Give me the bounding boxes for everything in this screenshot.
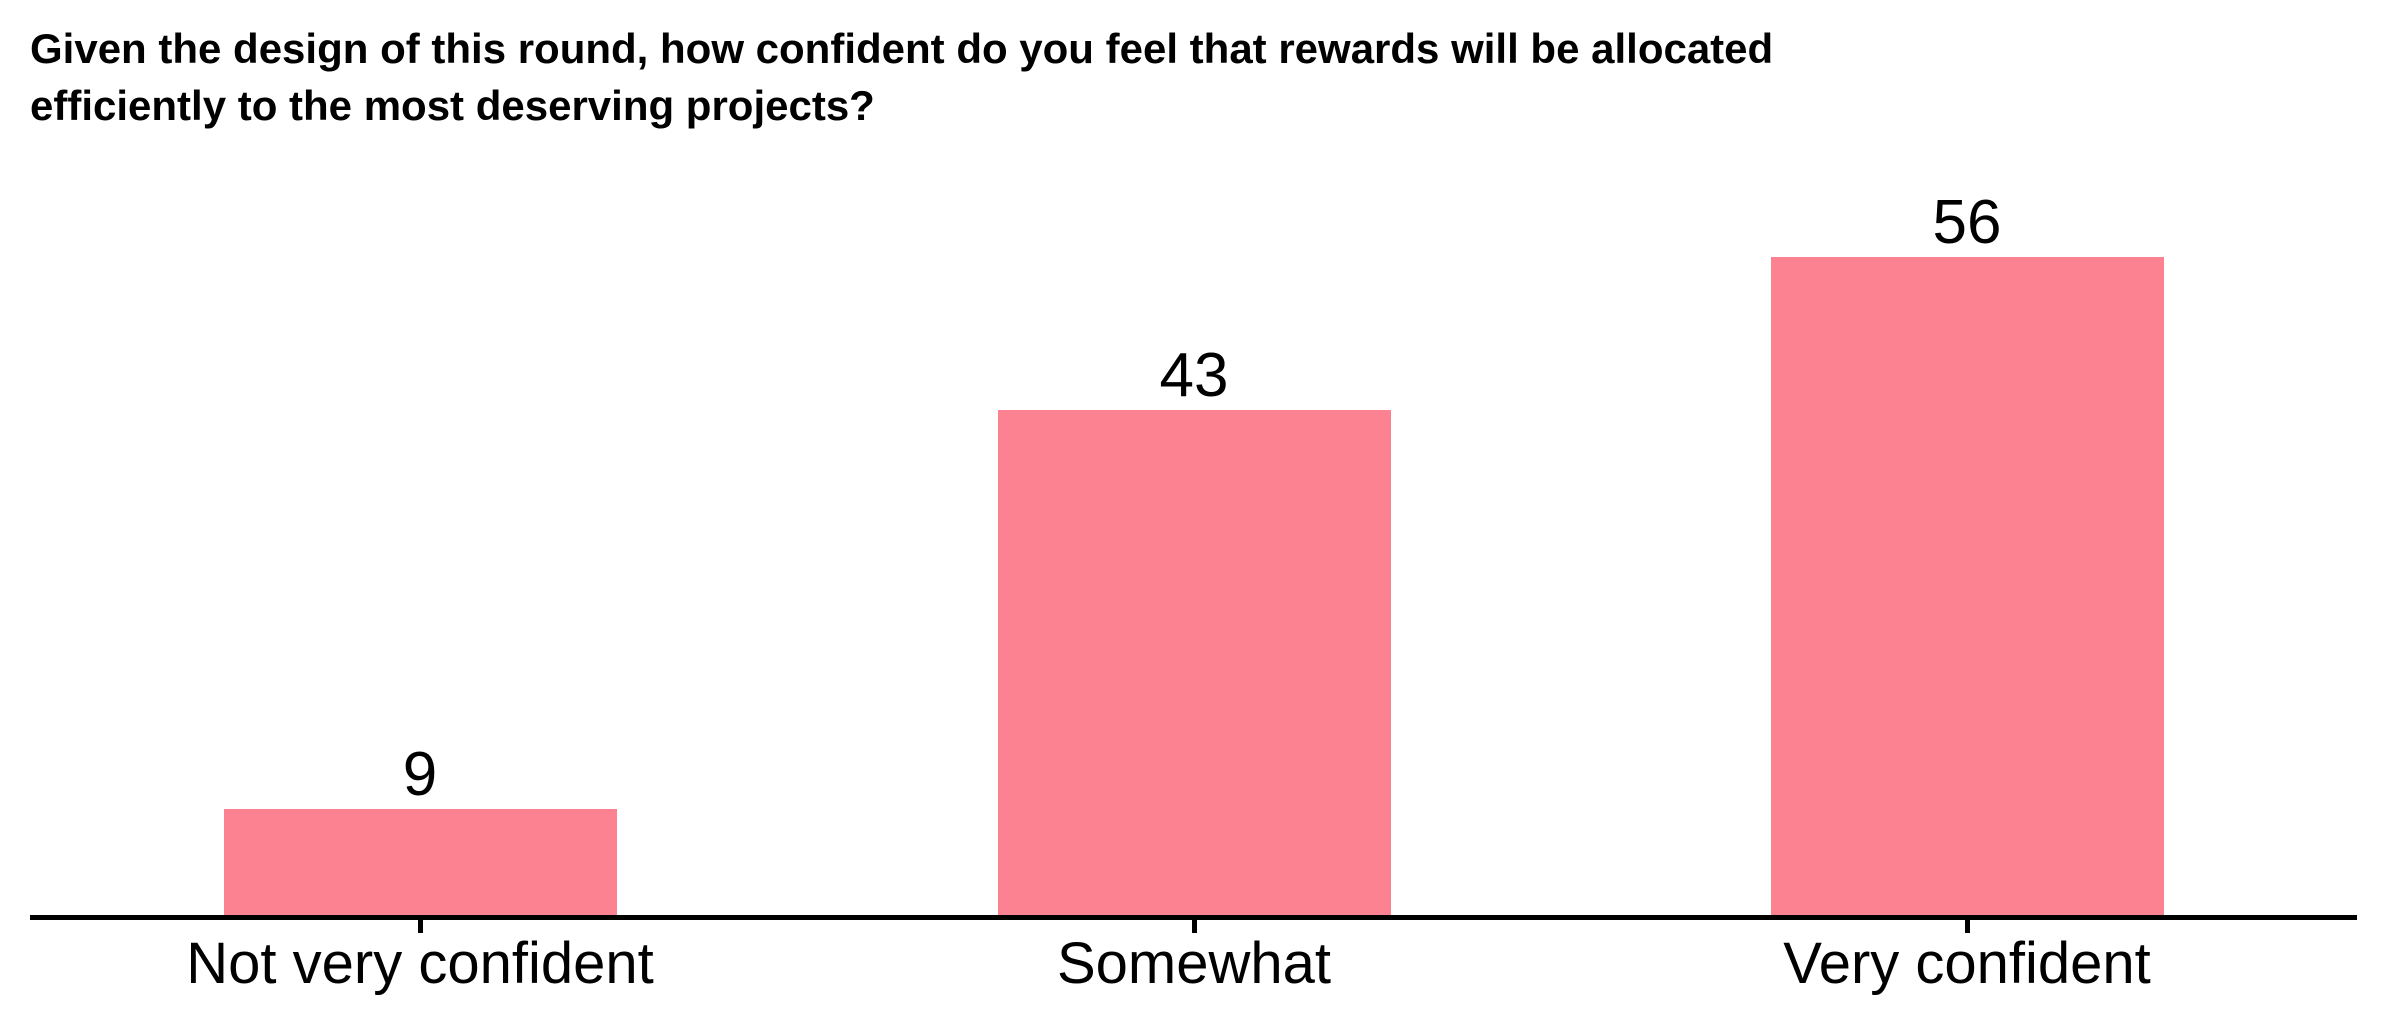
bar-value-label: 56 xyxy=(1932,188,2002,258)
x-axis-tick xyxy=(1191,920,1197,933)
x-axis-tick xyxy=(1964,920,1970,933)
bar-1 xyxy=(223,809,617,915)
bar-3 xyxy=(1770,257,2164,915)
x-axis-category-label: Very confident xyxy=(1783,931,2151,996)
x-axis-line xyxy=(30,915,2357,920)
x-axis-category-label: Somewhat xyxy=(1056,931,1332,996)
bar-value-label: 9 xyxy=(402,740,438,810)
bar-value-label: 43 xyxy=(1159,341,1229,411)
bar-2 xyxy=(997,410,1391,915)
chart-title: Given the design of this round, how conf… xyxy=(30,25,1774,129)
x-axis-category-label: Not very confident xyxy=(186,931,654,996)
x-axis-tick xyxy=(417,920,423,933)
